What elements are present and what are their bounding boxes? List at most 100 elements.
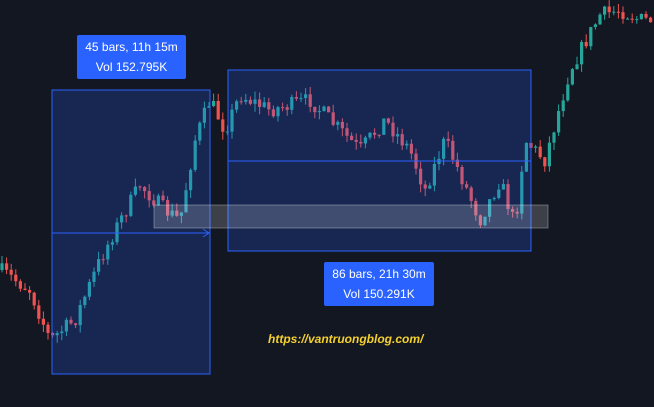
candle-body <box>382 118 386 135</box>
candle-body <box>97 259 101 272</box>
candle-body <box>488 199 492 217</box>
candle-body <box>106 244 110 260</box>
candle-body <box>110 242 114 245</box>
candle-body <box>423 184 427 189</box>
candle-body <box>258 99 262 107</box>
volume-text: Vol 150.291K <box>343 287 415 301</box>
candle-body <box>419 168 423 185</box>
candle-body <box>363 137 367 144</box>
candle-body <box>612 11 616 13</box>
candle-body <box>285 107 289 110</box>
candle-body <box>598 14 602 25</box>
candle-body <box>120 215 124 223</box>
candle-body <box>308 94 312 107</box>
candle-body <box>175 210 179 216</box>
candle-body <box>46 324 50 333</box>
candle-body <box>566 84 570 101</box>
candle-body <box>630 18 634 20</box>
candle-body <box>235 101 239 110</box>
candle-body <box>64 319 68 332</box>
candle-body <box>451 140 455 160</box>
candle-body <box>446 138 450 141</box>
candle-body <box>161 195 165 201</box>
candle-body <box>129 194 133 216</box>
volume-text: Vol 152.795K <box>95 60 168 74</box>
candle-body <box>561 100 565 112</box>
candle-body <box>5 263 9 270</box>
candle-body <box>143 187 147 192</box>
candle-body <box>299 98 303 100</box>
candle-body <box>589 27 593 47</box>
candle-body <box>239 101 243 103</box>
candle-body <box>331 112 335 125</box>
candle-body <box>87 281 91 297</box>
candle-body <box>248 99 252 104</box>
candle-body <box>92 271 96 282</box>
candle-body <box>580 41 584 65</box>
candle-body <box>281 107 285 109</box>
candle-body <box>584 41 588 47</box>
candle-body <box>345 128 349 136</box>
candle-body <box>359 141 363 144</box>
candle-body <box>189 169 193 191</box>
candle-body <box>60 331 64 334</box>
candle-body <box>391 122 395 137</box>
candle-body <box>409 143 413 154</box>
candle-body <box>368 132 372 138</box>
candle-body <box>386 118 390 123</box>
candle-body <box>534 146 538 148</box>
candle-body <box>327 106 331 113</box>
candle-body <box>354 139 358 142</box>
candle-body <box>432 163 436 186</box>
candle-body <box>543 157 547 167</box>
candle-body <box>18 281 22 289</box>
candle-body <box>166 200 170 216</box>
candle-body <box>267 102 271 110</box>
candle-body <box>101 259 105 261</box>
candle-body <box>170 210 174 216</box>
candle-body <box>225 131 229 133</box>
candle-body <box>244 99 248 102</box>
candle-body <box>336 121 340 125</box>
candle-body <box>193 140 197 170</box>
candle-body <box>212 100 216 107</box>
candle-body <box>221 119 225 132</box>
candle-body <box>455 159 459 167</box>
candle-body <box>207 106 211 108</box>
candle-body <box>115 222 119 243</box>
candle-body <box>639 13 643 20</box>
candle-body <box>377 134 381 136</box>
candle-body <box>405 143 409 146</box>
candle-body <box>0 263 4 270</box>
candle-body <box>478 215 482 226</box>
candle-body <box>41 318 45 325</box>
candles <box>0 0 653 343</box>
candle-body <box>216 100 220 120</box>
candle-body <box>621 12 625 19</box>
candle-body <box>635 19 639 21</box>
zone <box>153 204 549 229</box>
range-label: 45 bars, 11h 15m Vol 152.795K <box>77 35 186 79</box>
candle-body <box>179 212 183 216</box>
candle-body <box>184 190 188 213</box>
candle-body <box>271 109 275 117</box>
candle-body <box>294 96 298 99</box>
candle-body <box>152 200 156 206</box>
range-box <box>51 89 211 375</box>
bars-text: 86 bars, 21h 30m <box>332 267 426 281</box>
candle-body <box>442 138 446 159</box>
candle-body <box>400 134 404 146</box>
candle-body <box>626 18 630 20</box>
candle-body <box>552 132 556 143</box>
candle-body <box>37 305 41 319</box>
candle-body <box>428 185 432 189</box>
candle-body <box>396 134 400 137</box>
candle-body <box>616 11 620 13</box>
candle-body <box>593 24 597 28</box>
candle-body <box>603 6 607 15</box>
watermark: https://vantruongblog.com/ <box>268 332 424 346</box>
candle-body <box>133 186 137 195</box>
candle-body <box>474 200 478 216</box>
